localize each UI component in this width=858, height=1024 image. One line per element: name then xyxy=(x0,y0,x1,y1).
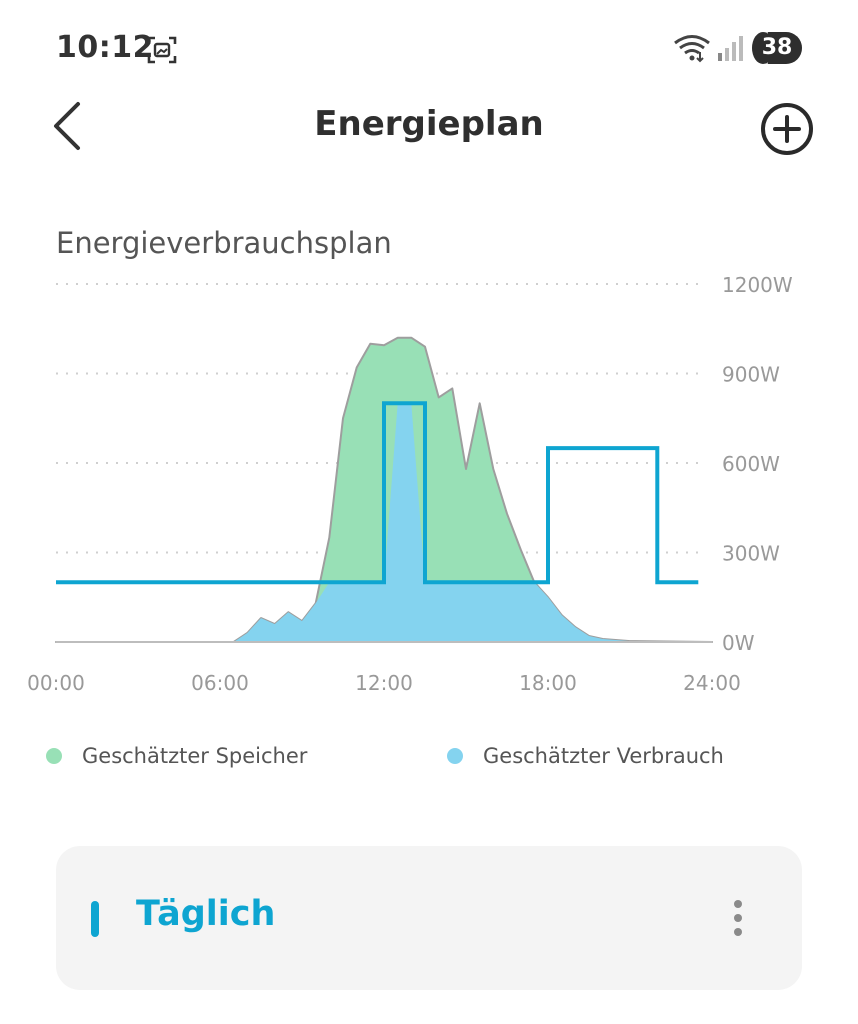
wifi-icon xyxy=(674,35,710,63)
status-bar: 10:12 38 xyxy=(0,0,858,100)
chart-title: Energieverbrauchsplan xyxy=(56,226,392,260)
legend-item-storage: Geschätzter Speicher xyxy=(46,744,307,768)
legend-usage-label: Geschätzter Verbrauch xyxy=(483,744,724,768)
series-step-plan xyxy=(56,401,699,585)
battery-indicator: 38 xyxy=(752,32,802,64)
x-tick-label: 24:00 xyxy=(683,671,741,695)
x-tick-label: 18:00 xyxy=(519,671,577,695)
back-icon[interactable] xyxy=(40,96,100,156)
battery-level: 38 xyxy=(761,35,793,60)
legend-usage-swatch xyxy=(447,747,463,764)
y-tick-label: 600W xyxy=(722,452,780,476)
x-tick-label: 00:00 xyxy=(27,671,85,695)
add-icon[interactable] xyxy=(758,100,816,158)
legend-storage-swatch xyxy=(46,747,62,764)
series-area-usage xyxy=(56,403,712,642)
page-title: Energieplan xyxy=(314,104,544,144)
legend-storage-label: Geschätzter Speicher xyxy=(82,744,308,768)
y-tick-label: 300W xyxy=(722,542,780,566)
y-tick-label: 1200W xyxy=(722,273,793,297)
schedule-title: Täglich xyxy=(136,894,276,934)
schedule-color-bar xyxy=(91,901,99,937)
status-time: 10:12 xyxy=(56,30,154,65)
x-tick-label: 12:00 xyxy=(355,671,413,695)
legend-item-usage: Geschätzter Verbrauch xyxy=(447,744,724,768)
y-tick-label: 0W xyxy=(722,631,755,655)
signal-icon xyxy=(718,36,743,61)
energy-chart: 0W 300W 600W 900W 1200W 00:00 06:00 12:00 18:00 2… xyxy=(27,273,793,695)
schedule-card[interactable]: Täglich xyxy=(56,846,802,990)
kebab-menu-icon[interactable] xyxy=(726,898,750,938)
screenshot-icon xyxy=(147,36,177,64)
x-tick-label: 06:00 xyxy=(191,671,249,695)
y-tick-label: 900W xyxy=(722,363,780,387)
